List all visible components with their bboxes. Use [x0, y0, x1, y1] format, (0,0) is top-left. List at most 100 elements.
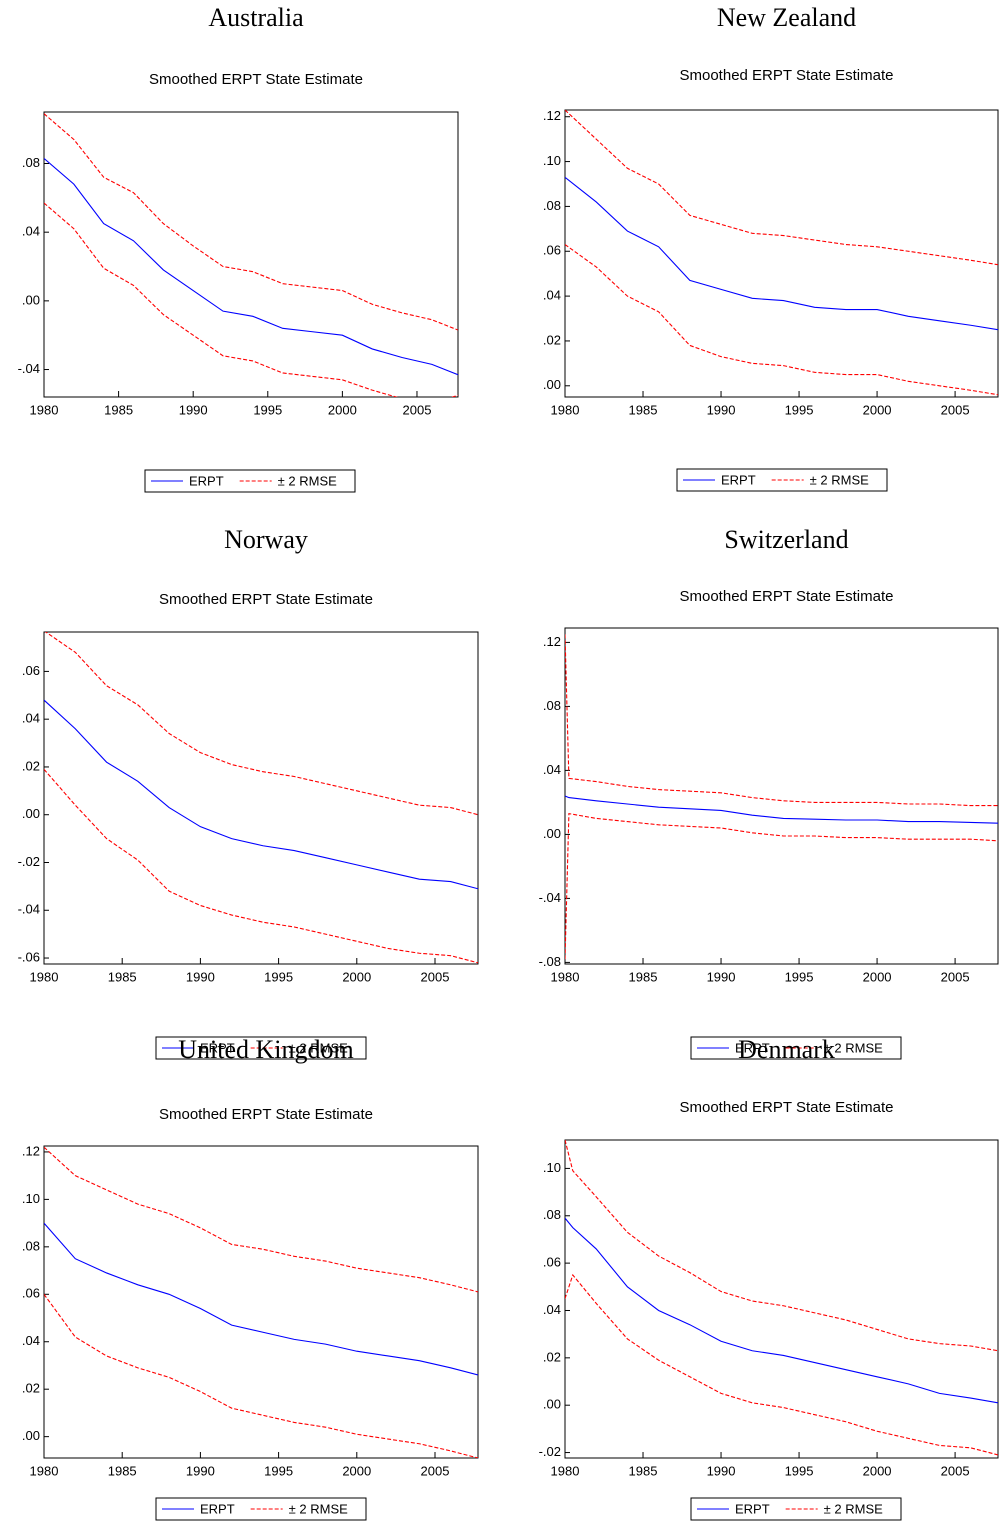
x-tick-label: 1980 [30, 969, 59, 984]
x-tick-label: 1985 [629, 1463, 658, 1478]
legend-box [690, 1036, 902, 1060]
plot-lines [565, 1140, 998, 1456]
y-tick-label: -.02 [18, 854, 40, 869]
series-lower-line [44, 202, 458, 397]
series-lower-line [565, 244, 998, 396]
y-tick-label: -.04 [18, 361, 40, 376]
y-tick-label: -.06 [18, 949, 40, 964]
y-tick-label: .12 [543, 634, 561, 649]
x-tick-label: 1990 [707, 1463, 736, 1478]
legend-box [144, 469, 356, 493]
chart-title: Smoothed ERPT State Estimate [159, 591, 373, 608]
x-tick-label: 1985 [629, 402, 658, 417]
legend-label: ± 2 RMSE [824, 1040, 883, 1055]
x-tick-label: 2000 [342, 969, 371, 984]
x-tick-label: 2000 [863, 1463, 892, 1478]
plot-lines [44, 632, 478, 964]
plot-frame [43, 1145, 479, 1459]
chart-title: Smoothed ERPT State Estimate [680, 67, 894, 84]
series-lower-line [44, 1293, 478, 1458]
legend-label: ± 2 RMSE [810, 472, 869, 487]
series-line [44, 157, 458, 376]
x-tick-label: 2005 [941, 1463, 970, 1478]
x-tick-label: 1980 [551, 402, 580, 417]
series-lower-line [565, 812, 998, 960]
y-tick-label: .10 [22, 1191, 40, 1206]
plot-lines [44, 1146, 478, 1458]
legend-label: ERPT [721, 472, 756, 487]
y-tick-label: .08 [543, 1207, 561, 1222]
series-line [44, 1146, 478, 1293]
x-tick-label: 1980 [30, 402, 59, 417]
y-tick-label: .08 [22, 155, 40, 170]
x-tick-label: 1995 [785, 1463, 814, 1478]
plot-frame [564, 627, 999, 965]
x-tick-label: 2000 [328, 402, 357, 417]
series-line [44, 113, 458, 331]
panel-heading: Norway [224, 525, 308, 554]
x-tick-label: 1995 [264, 969, 293, 984]
legend-box [690, 1497, 902, 1521]
y-tick-label: .12 [22, 1143, 40, 1158]
legend-label: ERPT [735, 1040, 770, 1055]
x-tick-label: 1995 [785, 402, 814, 417]
x-tick-label: 1985 [629, 969, 658, 984]
x-tick-label: 2000 [863, 969, 892, 984]
y-tick-label: .04 [22, 224, 40, 239]
y-tick-label: .08 [543, 698, 561, 713]
y-tick-label: -.08 [539, 954, 561, 969]
plot-frame [43, 111, 459, 398]
series-lower-line [565, 1273, 998, 1456]
series-line [565, 634, 998, 807]
y-tick-label: .00 [22, 806, 40, 821]
series-line [565, 176, 998, 331]
y-tick-label: .10 [543, 1160, 561, 1175]
y-tick-label: .04 [543, 762, 561, 777]
y-tick-label: .00 [543, 826, 561, 841]
y-tick-label: .02 [22, 758, 40, 773]
legend-label: ERPT [735, 1501, 770, 1516]
x-tick-label: 1985 [108, 969, 137, 984]
chart-title: Smoothed ERPT State Estimate [680, 588, 894, 605]
y-tick-label: .06 [543, 243, 561, 258]
chart-title: Smoothed ERPT State Estimate [680, 1099, 894, 1116]
y-tick-label: .04 [543, 1302, 561, 1317]
x-tick-label: 2005 [941, 969, 970, 984]
y-tick-label: .12 [543, 108, 561, 123]
y-tick-label: .04 [543, 288, 561, 303]
legend-label: ± 2 RMSE [824, 1501, 883, 1516]
y-tick-label: -.04 [539, 890, 561, 905]
panel-heading: Australia [208, 3, 304, 32]
x-tick-label: 2005 [403, 402, 432, 417]
legend-label: ± 2 RMSE [289, 1501, 348, 1516]
series-line [44, 632, 478, 816]
x-tick-label: 1995 [785, 969, 814, 984]
series-lower-line [44, 768, 478, 964]
panel-heading: Denmark [738, 1035, 835, 1064]
plot-frame [43, 631, 479, 965]
plot-frame [564, 109, 999, 398]
y-tick-label: -.04 [18, 902, 40, 917]
panel-heading: Switzerland [724, 525, 848, 554]
x-tick-label: 2005 [421, 1463, 450, 1478]
x-tick-label: 1990 [707, 969, 736, 984]
x-tick-label: 1995 [253, 402, 282, 417]
plot-lines [565, 634, 998, 960]
x-tick-label: 1985 [104, 402, 133, 417]
legend-label: ERPT [200, 1501, 235, 1516]
series-line [565, 110, 998, 266]
x-tick-label: 2005 [421, 969, 450, 984]
y-tick-label: .02 [543, 1349, 561, 1364]
series-line [44, 699, 478, 890]
x-tick-label: 1980 [551, 969, 580, 984]
y-tick-label: .06 [543, 1255, 561, 1270]
plot-frame [564, 1139, 999, 1459]
x-tick-label: 2000 [342, 1463, 371, 1478]
y-tick-label: .06 [22, 1286, 40, 1301]
plot-lines [565, 110, 998, 396]
series-line [565, 795, 998, 824]
x-tick-label: 1980 [30, 1463, 59, 1478]
chart-title: Smoothed ERPT State Estimate [149, 71, 363, 88]
series-line [565, 1140, 998, 1352]
